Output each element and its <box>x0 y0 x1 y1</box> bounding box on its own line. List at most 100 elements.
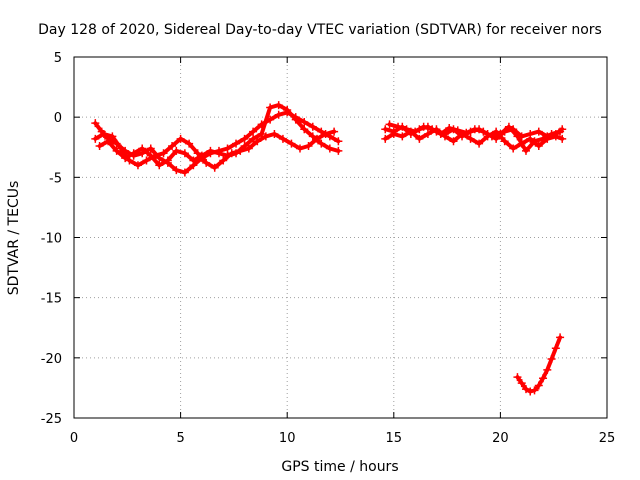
data-point <box>159 149 168 158</box>
data-point <box>440 132 449 141</box>
data-point <box>308 122 317 131</box>
data-point <box>261 132 270 141</box>
data-point <box>155 161 164 170</box>
data-point <box>415 134 424 143</box>
data-point <box>168 142 177 151</box>
data-point <box>556 333 565 342</box>
data-point <box>300 117 309 126</box>
data-point <box>116 144 125 153</box>
y-axis-label: SDTVAR / TECUs <box>6 181 22 296</box>
x-tick-label: 5 <box>176 431 184 446</box>
data-point <box>206 146 215 155</box>
data-point <box>244 144 253 153</box>
data-point <box>172 146 181 155</box>
data-point <box>513 132 522 141</box>
data-point <box>95 142 104 151</box>
x-tick-label: 25 <box>599 431 616 446</box>
data-point <box>219 156 228 165</box>
data-point <box>176 134 185 143</box>
data-point <box>521 385 530 394</box>
data-point <box>295 144 304 153</box>
data-point <box>300 125 309 134</box>
data-point <box>274 110 283 119</box>
data-point <box>249 134 258 143</box>
data-point <box>146 144 155 153</box>
y-tick-label: -15 <box>41 292 62 307</box>
data-point <box>556 127 565 136</box>
data-point <box>270 130 279 139</box>
data-point <box>526 387 535 396</box>
data-point <box>214 149 223 158</box>
data-point <box>146 151 155 160</box>
y-tick-label: -10 <box>41 232 62 247</box>
series-line <box>93 129 337 170</box>
data-point <box>266 103 275 112</box>
y-tick-label: 5 <box>54 51 62 66</box>
data-point <box>423 130 432 139</box>
x-tick-label: 15 <box>386 431 403 446</box>
series-track-g <box>513 333 565 396</box>
data-point <box>274 101 283 110</box>
data-point <box>321 130 330 139</box>
series-track-b <box>91 127 339 172</box>
data-point <box>232 149 241 158</box>
y-tick-label: -20 <box>41 352 62 367</box>
data-point <box>223 151 232 160</box>
data-point <box>180 149 189 158</box>
data-point <box>202 158 211 167</box>
data-point <box>534 127 543 136</box>
data-point <box>121 154 130 163</box>
chart-title: Day 128 of 2020, Sidereal Day-to-day VTE… <box>38 22 602 38</box>
data-point <box>330 127 339 136</box>
data-point <box>129 149 138 158</box>
series-track-f <box>385 120 565 155</box>
axis-ticks: 0 5 10 15 20 25 5 0 -5 -10 -15 -20 -25 <box>41 51 616 446</box>
data-point <box>539 134 548 143</box>
data-point <box>445 123 454 132</box>
data-point <box>197 151 206 160</box>
data-point <box>304 142 313 151</box>
data-point <box>526 134 535 143</box>
data-point <box>133 161 142 170</box>
data-point <box>466 134 475 143</box>
data-point <box>189 156 198 165</box>
data-point <box>449 137 458 146</box>
grid-lines <box>74 57 607 418</box>
data-point <box>500 137 509 146</box>
data-point <box>530 386 539 395</box>
data-point <box>91 119 100 128</box>
y-tick-label: -25 <box>41 412 62 427</box>
data-point <box>180 168 189 177</box>
data-point <box>249 127 258 136</box>
data-point <box>138 144 147 153</box>
data-point <box>487 132 496 141</box>
data-point <box>112 146 121 155</box>
x-tick-label: 0 <box>70 431 78 446</box>
data-point <box>325 144 334 153</box>
series-track-c <box>95 101 343 170</box>
plot-frame <box>73 56 608 419</box>
data-point <box>558 134 567 143</box>
data-point <box>210 163 219 172</box>
data-point <box>428 125 437 134</box>
data-point <box>385 120 394 129</box>
data-point <box>496 130 505 139</box>
data-point <box>291 115 300 124</box>
data-point <box>381 134 390 143</box>
data-point <box>334 146 343 155</box>
data-point <box>381 125 390 134</box>
data-point <box>462 128 471 137</box>
data-point <box>411 127 420 136</box>
data-point <box>283 105 292 114</box>
data-point <box>521 146 530 155</box>
x-tick-label: 20 <box>492 431 509 446</box>
data-point <box>163 156 172 165</box>
data-point <box>530 137 539 146</box>
data-point <box>317 139 326 148</box>
y-tick-label: 0 <box>54 111 62 126</box>
data-point <box>470 125 479 134</box>
data-point <box>104 137 113 146</box>
data-point <box>436 130 445 139</box>
data-point <box>547 130 556 139</box>
